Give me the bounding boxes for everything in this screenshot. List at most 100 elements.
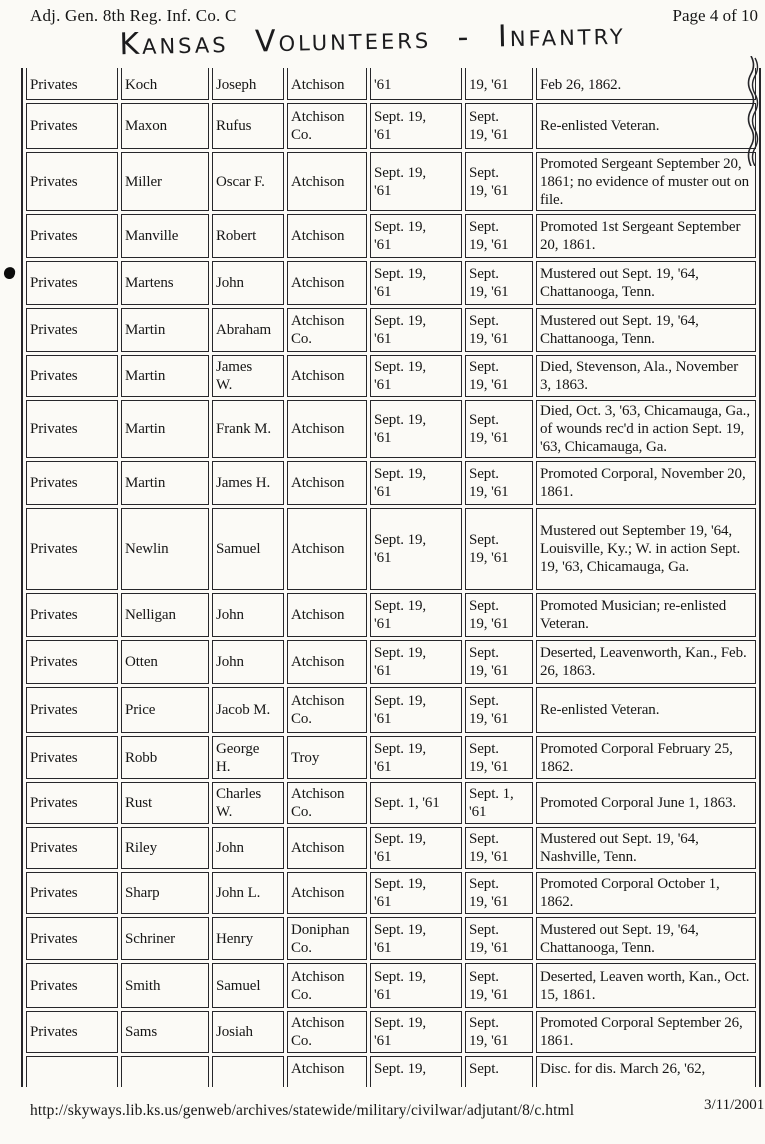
page-number: Page 4 of 10 [672,6,758,25]
cell-residence: Atchison Co. [287,1011,367,1053]
cell-remarks: Mustered out Sept. 19, '64, Nashville, T… [536,827,756,869]
cell-given-name: Samuel [212,508,284,590]
footer-url: http://skyways.lib.ks.us/genweb/archives… [30,1102,575,1119]
cell-remarks: Feb 26, 1862. [536,68,756,100]
cell-surname: Martin [121,308,209,352]
cell-muster-out-date: Sept. 19, '61 [465,261,533,305]
cell-given-name: Charles W. [212,782,284,824]
cell-muster-in-date: Sept. 19, '61 [370,355,462,397]
cell-given-name: Abraham [212,308,284,352]
cell-remarks: Mustered out Sept. 19, '64, Chattanooga,… [536,308,756,352]
footer-print-date: 3/11/2001 [704,1097,765,1113]
cell-given-name: Frank M. [212,400,284,458]
cell-muster-out-date: Sept. 19, '61 [465,917,533,960]
cell-residence: Doniphan Co. [287,917,367,960]
cell-given-name: James H. [212,461,284,505]
cell-rank: Privates [26,917,118,960]
cell-residence: Atchison [287,152,367,211]
cell-muster-in-date: Sept. 19, '61 [370,152,462,211]
cell-rank: Privates [26,872,118,914]
cell-given-name: Samuel [212,963,284,1008]
cell-muster-out-date: Sept. 19, '61 [465,963,533,1008]
cell-remarks: Promoted 1st Sergeant September 20, 1861… [536,214,756,258]
cell-residence: Atchison Co. [287,782,367,824]
table-row: Privates Riley John Atchison Sept. 19, '61 Se… [26,827,756,869]
cell-residence: Atchison [287,400,367,458]
cell-surname: Riley [121,827,209,869]
table-row: Privates Nelligan John Atchison Sept. 19, '6… [26,593,756,637]
table-row: Privates Sams Josiah Atchison Co. Sept. 19, … [26,1011,756,1053]
cell-residence: Atchison [287,68,367,100]
cell-remarks: Promoted Sergeant September 20, 1861; no… [536,152,756,211]
cell-remarks: Promoted Corporal February 25, 1862. [536,736,756,779]
cell-rank: Privates [26,687,118,733]
cell-muster-out-date: Sept. 19, '61 [465,152,533,211]
cell-remarks: Promoted Corporal October 1, 1862. [536,872,756,914]
cell-remarks: Promoted Corporal September 26, 1861. [536,1011,756,1053]
cell-residence: Atchison [287,355,367,397]
cell-muster-in-date: Sept. 19, '61 [370,687,462,733]
cell-given-name: Jacob M. [212,687,284,733]
cell-remarks: Mustered out Sept. 19, '64, Chattanooga,… [536,261,756,305]
cell-muster-out-date: Sept. 19, '61 [465,687,533,733]
cell-remarks: Re-enlisted Veteran. [536,103,756,149]
table-row: Privates Price Jacob M. Atchison Co. Sept. 1… [26,687,756,733]
cell-surname: Rust [121,782,209,824]
cell-residence: Atchison [287,640,367,684]
cell-given-name: George H. [212,736,284,779]
cell-muster-in-date: Sept. 19, '61 [370,640,462,684]
cell-rank: Privates [26,261,118,305]
table-row: Privates Robb George H. Troy Sept. 19, '61 Se… [26,736,756,779]
roster-table-region: Privates Koch Joseph Atchison '61 19, '61 Feb … [21,68,762,1087]
cell-surname: Koch [121,68,209,100]
cell-rank: Privates [26,355,118,397]
cell-residence: Atchison [287,461,367,505]
cell-muster-in-date: Sept. 19, '61 [370,308,462,352]
cell-muster-out-date: Sept. 19, '61 [465,593,533,637]
table-row: Privates Miller Oscar F. Atchison Sept. 19, … [26,152,756,211]
cell-residence: Troy [287,736,367,779]
cell-rank: Privates [26,152,118,211]
cell-given-name: John [212,827,284,869]
cell-muster-out-date: Sept. 19, '61 [465,736,533,779]
table-row: Privates Schriner Henry Doniphan Co. Sept. 1… [26,917,756,960]
table-row: Privates Sharp John L. Atchison Sept. 19, '6… [26,872,756,914]
cell-rank: Privates [26,508,118,590]
cell-muster-in-date: Sept. 19, [370,1056,462,1087]
cell-given-name: John [212,593,284,637]
cell-rank: Privates [26,963,118,1008]
cell-given-name: John [212,640,284,684]
cell-muster-in-date: '61 [370,68,462,100]
cell-muster-in-date: Sept. 19, '61 [370,400,462,458]
cell-surname: Manville [121,214,209,258]
cell-muster-in-date: Sept. 19, '61 [370,917,462,960]
cell-muster-out-date: Sept. 19, '61 [465,640,533,684]
cell-surname: Sams [121,1011,209,1053]
cell-surname: Martin [121,461,209,505]
cell-surname: Robb [121,736,209,779]
cell-muster-out-date: Sept. 19, '61 [465,872,533,914]
cell-remarks: Died, Stevenson, Ala., November 3, 1863. [536,355,756,397]
cell-rank [26,1056,118,1087]
cell-muster-in-date: Sept. 19, '61 [370,508,462,590]
cell-remarks: Promoted Corporal June 1, 1863. [536,782,756,824]
cell-given-name: Josiah [212,1011,284,1053]
table-row: Atchison Sept. 19, Sept. Disc. for dis. Mar… [26,1056,756,1087]
cell-muster-out-date: Sept. 19, '61 [465,508,533,590]
cell-residence: Atchison [287,593,367,637]
cell-remarks: Deserted, Leavenworth, Kan., Feb. 26, 18… [536,640,756,684]
table-row: Privates Rust Charles W. Atchison Co. Sept. … [26,782,756,824]
cell-residence: Atchison [287,261,367,305]
cell-rank: Privates [26,1011,118,1053]
cell-given-name [212,1056,284,1087]
cell-rank: Privates [26,308,118,352]
cell-residence: Atchison [287,1056,367,1087]
table-row: Privates Koch Joseph Atchison '61 19, '61 Feb … [26,68,756,100]
table-row: Privates Maxon Rufus Atchison Co. Sept. 19, … [26,103,756,149]
cell-surname: Newlin [121,508,209,590]
cell-given-name: Joseph [212,68,284,100]
cell-rank: Privates [26,461,118,505]
table-row: Privates Martin Frank M. Atchison Sept. 19, … [26,400,756,458]
cell-surname: Nelligan [121,593,209,637]
